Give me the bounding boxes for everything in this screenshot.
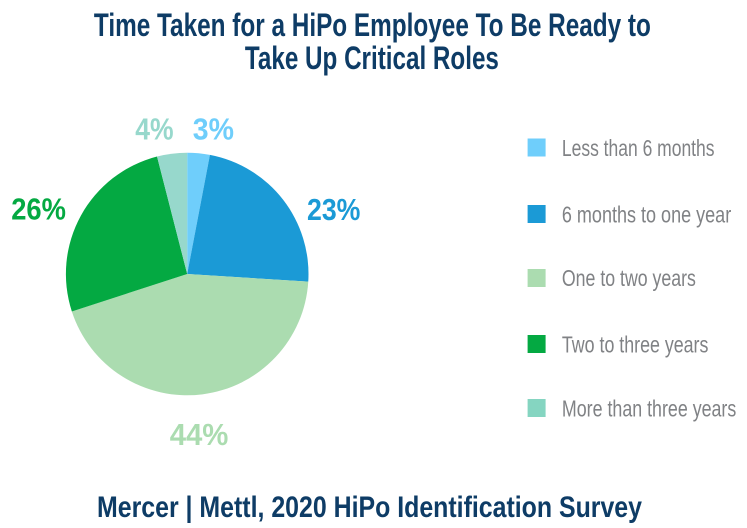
svg-text:Less than 6 months: Less than 6 months [562, 135, 715, 161]
svg-text:4%: 4% [135, 111, 173, 146]
svg-text:Two to three years: Two to three years [562, 331, 709, 357]
svg-text:Time Taken for a HiPo Employee: Time Taken for a HiPo Employee To Be Rea… [94, 7, 651, 43]
svg-text:44%: 44% [170, 417, 229, 452]
svg-text:One to two years: One to two years [562, 265, 696, 291]
svg-text:More than three years: More than three years [562, 396, 736, 422]
svg-text:Mercer | Mettl, 2020 HiPo Iden: Mercer | Mettl, 2020 HiPo Identification… [97, 491, 642, 523]
svg-text:Take Up Critical Roles: Take Up Critical Roles [245, 40, 499, 76]
svg-text:6 months to one year: 6 months to one year [562, 201, 732, 227]
svg-text:3%: 3% [193, 111, 234, 146]
svg-text:23%: 23% [307, 192, 360, 227]
svg-text:26%: 26% [11, 192, 66, 227]
